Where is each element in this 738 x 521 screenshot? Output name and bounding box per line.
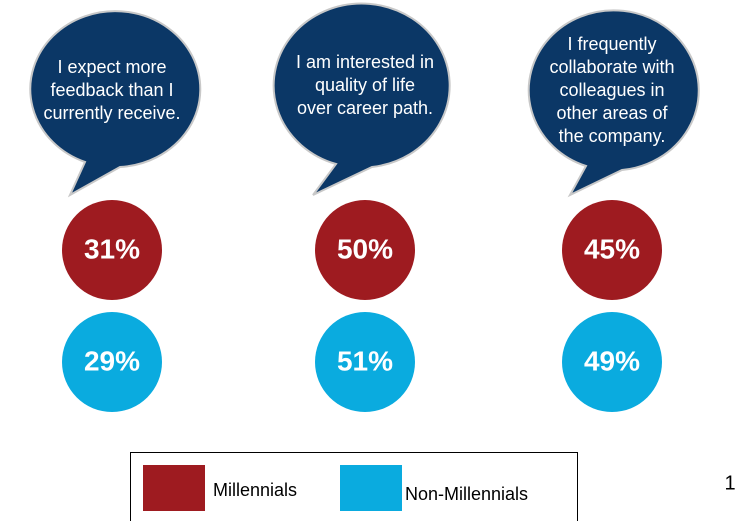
speech-bubbles	[29, 2, 700, 198]
value-circle	[562, 200, 662, 300]
value-circle	[315, 312, 415, 412]
statement: I am interested in quality of life over …	[295, 51, 435, 118]
value-label: 51%	[337, 345, 393, 376]
value-circle	[562, 312, 662, 412]
value-circle	[315, 200, 415, 300]
value-circle	[62, 200, 162, 300]
legend-label: Millennials	[213, 480, 297, 500]
statement-text: I expect more feedback than I currently …	[43, 56, 181, 123]
statement-text: I am interested in quality of life over …	[295, 51, 435, 118]
value-label: 45%	[584, 233, 640, 264]
speech-bubble	[272, 2, 451, 196]
statement: I expect more feedback than I currently …	[43, 56, 181, 123]
legend-label: Non-Millennials	[405, 484, 528, 504]
value-label: 29%	[84, 345, 140, 376]
value-label: 50%	[337, 233, 393, 264]
value-circle	[62, 312, 162, 412]
page-number: 1	[724, 472, 735, 494]
speech-bubble	[29, 10, 202, 198]
statement: I frequently collaborate with colleagues…	[549, 33, 675, 146]
speech-bubble	[527, 9, 700, 198]
statement-text: I frequently collaborate with colleagues…	[549, 33, 675, 146]
legend-swatch	[340, 465, 402, 511]
value-label: 31%	[84, 233, 140, 264]
legend-swatch	[143, 465, 205, 511]
value-label: 49%	[584, 345, 640, 376]
